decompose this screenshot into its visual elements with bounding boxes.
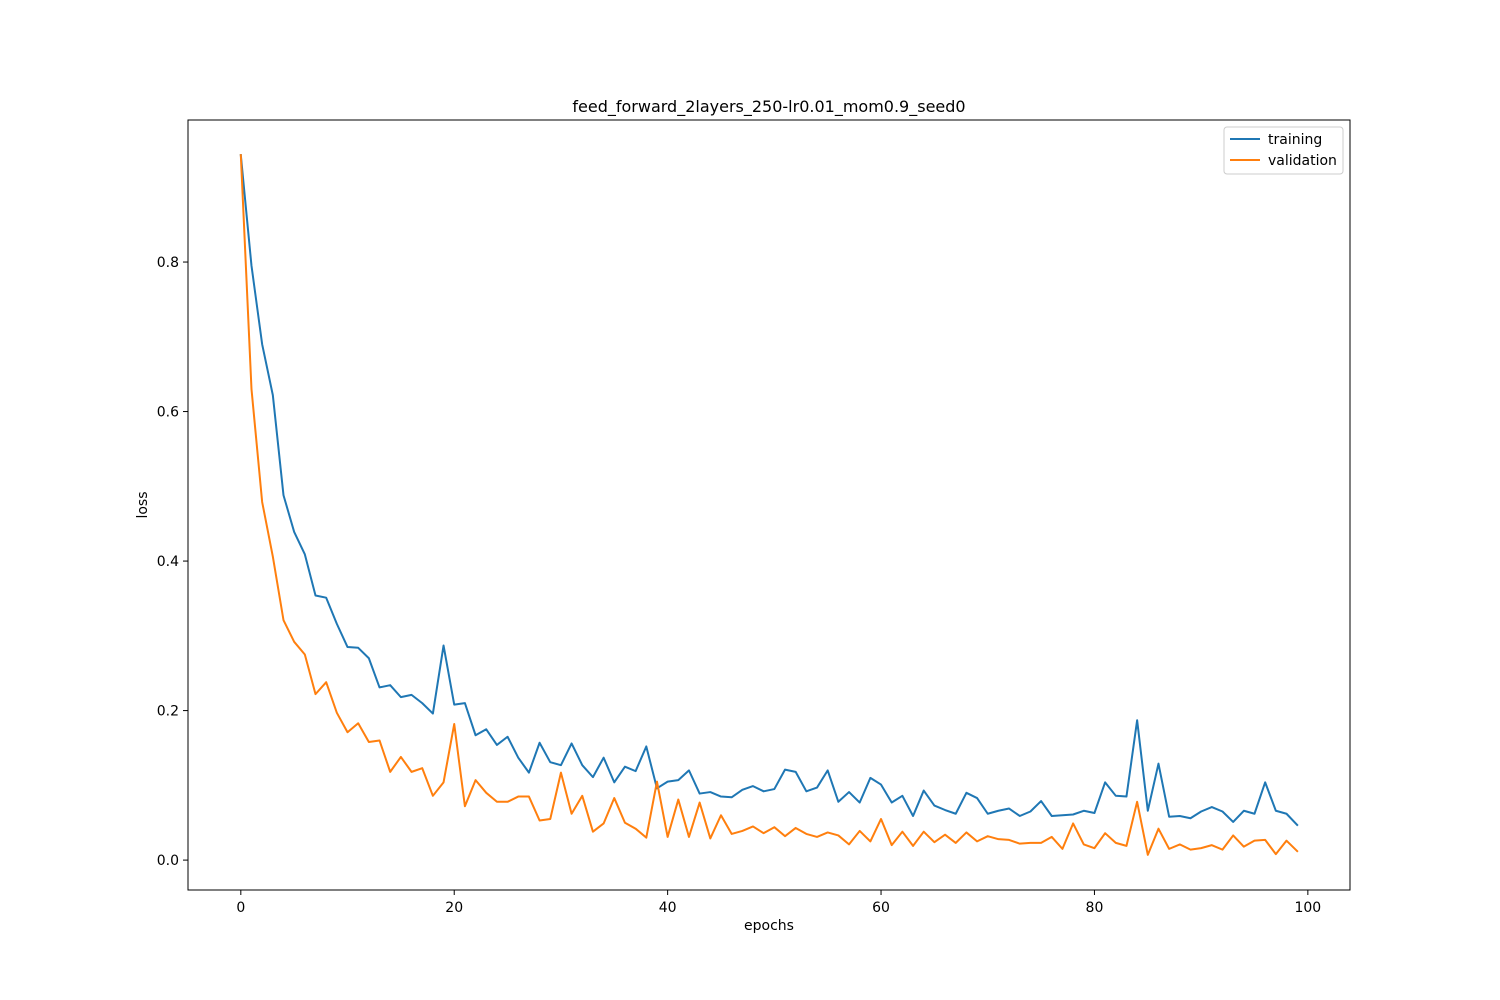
- legend-label-validation: validation: [1268, 153, 1337, 169]
- y-tick-label: 0.8: [157, 255, 179, 271]
- series-line-training: [239, 154, 1299, 827]
- legend-label-training: training: [1268, 132, 1322, 148]
- x-tick-label: 0: [236, 900, 245, 916]
- x-axis-label: epochs: [744, 918, 794, 934]
- series-layer: [239, 154, 1299, 856]
- chart-title: feed_forward_2layers_250-lr0.01_mom0.9_s…: [572, 97, 965, 117]
- y-tick-label: 0.2: [157, 704, 179, 720]
- y-tick-label: 0.4: [157, 554, 179, 570]
- axes-frame: [187, 119, 1351, 891]
- x-tick-label: 20: [445, 900, 463, 916]
- y-axis-label: loss: [135, 491, 151, 518]
- legend: training validation: [1223, 126, 1344, 175]
- x-axis-ticks: 0 20 40 60 80 100: [236, 890, 1321, 916]
- x-tick-label: 40: [659, 900, 677, 916]
- series-line-validation: [239, 154, 1299, 856]
- y-tick-label: 0.0: [157, 853, 179, 869]
- y-tick-label: 0.6: [157, 405, 179, 421]
- x-tick-label: 60: [872, 900, 890, 916]
- x-tick-label: 100: [1294, 900, 1321, 916]
- plot-area: [187, 119, 1351, 891]
- x-tick-label: 80: [1086, 900, 1104, 916]
- y-axis-ticks: 0.0 0.2 0.4 0.6 0.8: [157, 255, 188, 869]
